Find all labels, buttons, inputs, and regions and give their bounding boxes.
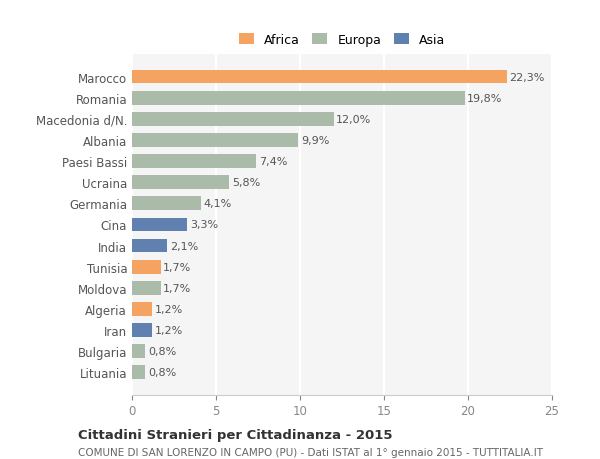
Text: 3,3%: 3,3%	[190, 220, 218, 230]
Text: 1,2%: 1,2%	[155, 325, 183, 335]
Bar	[132, 324, 152, 337]
Text: 0,8%: 0,8%	[148, 368, 176, 377]
Text: 1,7%: 1,7%	[163, 283, 191, 293]
Bar	[132, 71, 506, 84]
Bar	[132, 155, 256, 168]
Text: 9,9%: 9,9%	[301, 135, 329, 146]
Bar	[132, 176, 229, 190]
Text: 0,8%: 0,8%	[148, 347, 176, 356]
Text: 12,0%: 12,0%	[336, 115, 371, 124]
Text: COMUNE DI SAN LORENZO IN CAMPO (PU) - Dati ISTAT al 1° gennaio 2015 - TUTTITALIA: COMUNE DI SAN LORENZO IN CAMPO (PU) - Da…	[78, 447, 543, 457]
Bar	[132, 197, 201, 211]
Bar	[132, 218, 187, 232]
Bar	[132, 345, 145, 358]
Text: 4,1%: 4,1%	[203, 199, 232, 209]
Legend: Africa, Europa, Asia: Africa, Europa, Asia	[233, 28, 451, 53]
Text: 1,7%: 1,7%	[163, 262, 191, 272]
Bar	[132, 260, 161, 274]
Bar	[132, 302, 152, 316]
Bar	[132, 112, 334, 126]
Text: 1,2%: 1,2%	[155, 304, 183, 314]
Text: 7,4%: 7,4%	[259, 157, 287, 167]
Bar	[132, 92, 464, 105]
Text: 5,8%: 5,8%	[232, 178, 260, 188]
Bar	[132, 281, 161, 295]
Bar	[132, 239, 167, 253]
Text: Cittadini Stranieri per Cittadinanza - 2015: Cittadini Stranieri per Cittadinanza - 2…	[78, 428, 392, 441]
Bar	[132, 134, 298, 147]
Bar	[132, 366, 145, 379]
Text: 2,1%: 2,1%	[170, 241, 198, 251]
Text: 19,8%: 19,8%	[467, 94, 503, 103]
Text: 22,3%: 22,3%	[509, 73, 545, 82]
